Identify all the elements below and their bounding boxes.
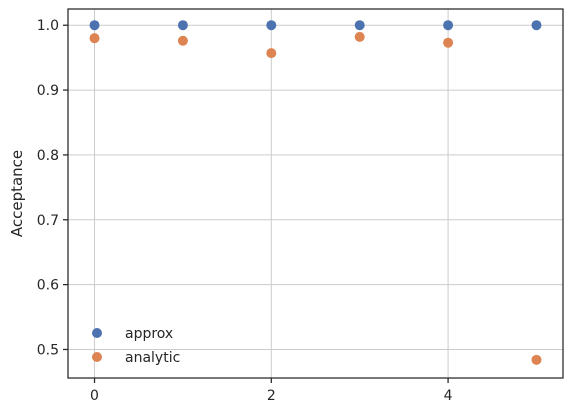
y-tick-label: 1.0 [37, 18, 59, 34]
y-axis-label: Acceptance [8, 150, 26, 237]
tick-marks [63, 24, 449, 383]
analytic-point [354, 31, 365, 42]
legend-label-analytic: analytic [125, 350, 180, 366]
analytic-point [531, 354, 542, 365]
grid-lines [68, 9, 563, 378]
legend-marker-approx [92, 328, 102, 338]
y-tick-label: 0.7 [37, 213, 59, 229]
legend-label-approx: approx [125, 326, 173, 342]
approx-point [266, 20, 277, 31]
data-points [89, 20, 542, 365]
x-tick-label: 2 [267, 388, 276, 404]
analytic-point [443, 37, 454, 48]
approx-point [531, 20, 542, 31]
analytic-point [177, 35, 188, 46]
x-tick-label: 0 [90, 388, 99, 404]
y-tick-label: 0.5 [37, 342, 59, 358]
analytic-point [89, 33, 100, 44]
approx-point [443, 20, 454, 31]
legend: approx analytic [92, 326, 180, 366]
approx-point [354, 20, 365, 31]
y-tick-label: 0.6 [37, 278, 59, 294]
analytic-point [266, 48, 277, 59]
legend-marker-analytic [92, 352, 102, 362]
x-tick-label: 4 [444, 388, 453, 404]
tick-labels: 0.5 0.6 0.7 0.8 0.9 1.0 0 2 4 [37, 18, 453, 404]
y-tick-label: 0.9 [37, 83, 59, 99]
approx-point [177, 20, 188, 31]
plot-frame [67, 8, 564, 379]
approx-point [89, 20, 100, 31]
y-tick-label: 0.8 [37, 148, 59, 164]
